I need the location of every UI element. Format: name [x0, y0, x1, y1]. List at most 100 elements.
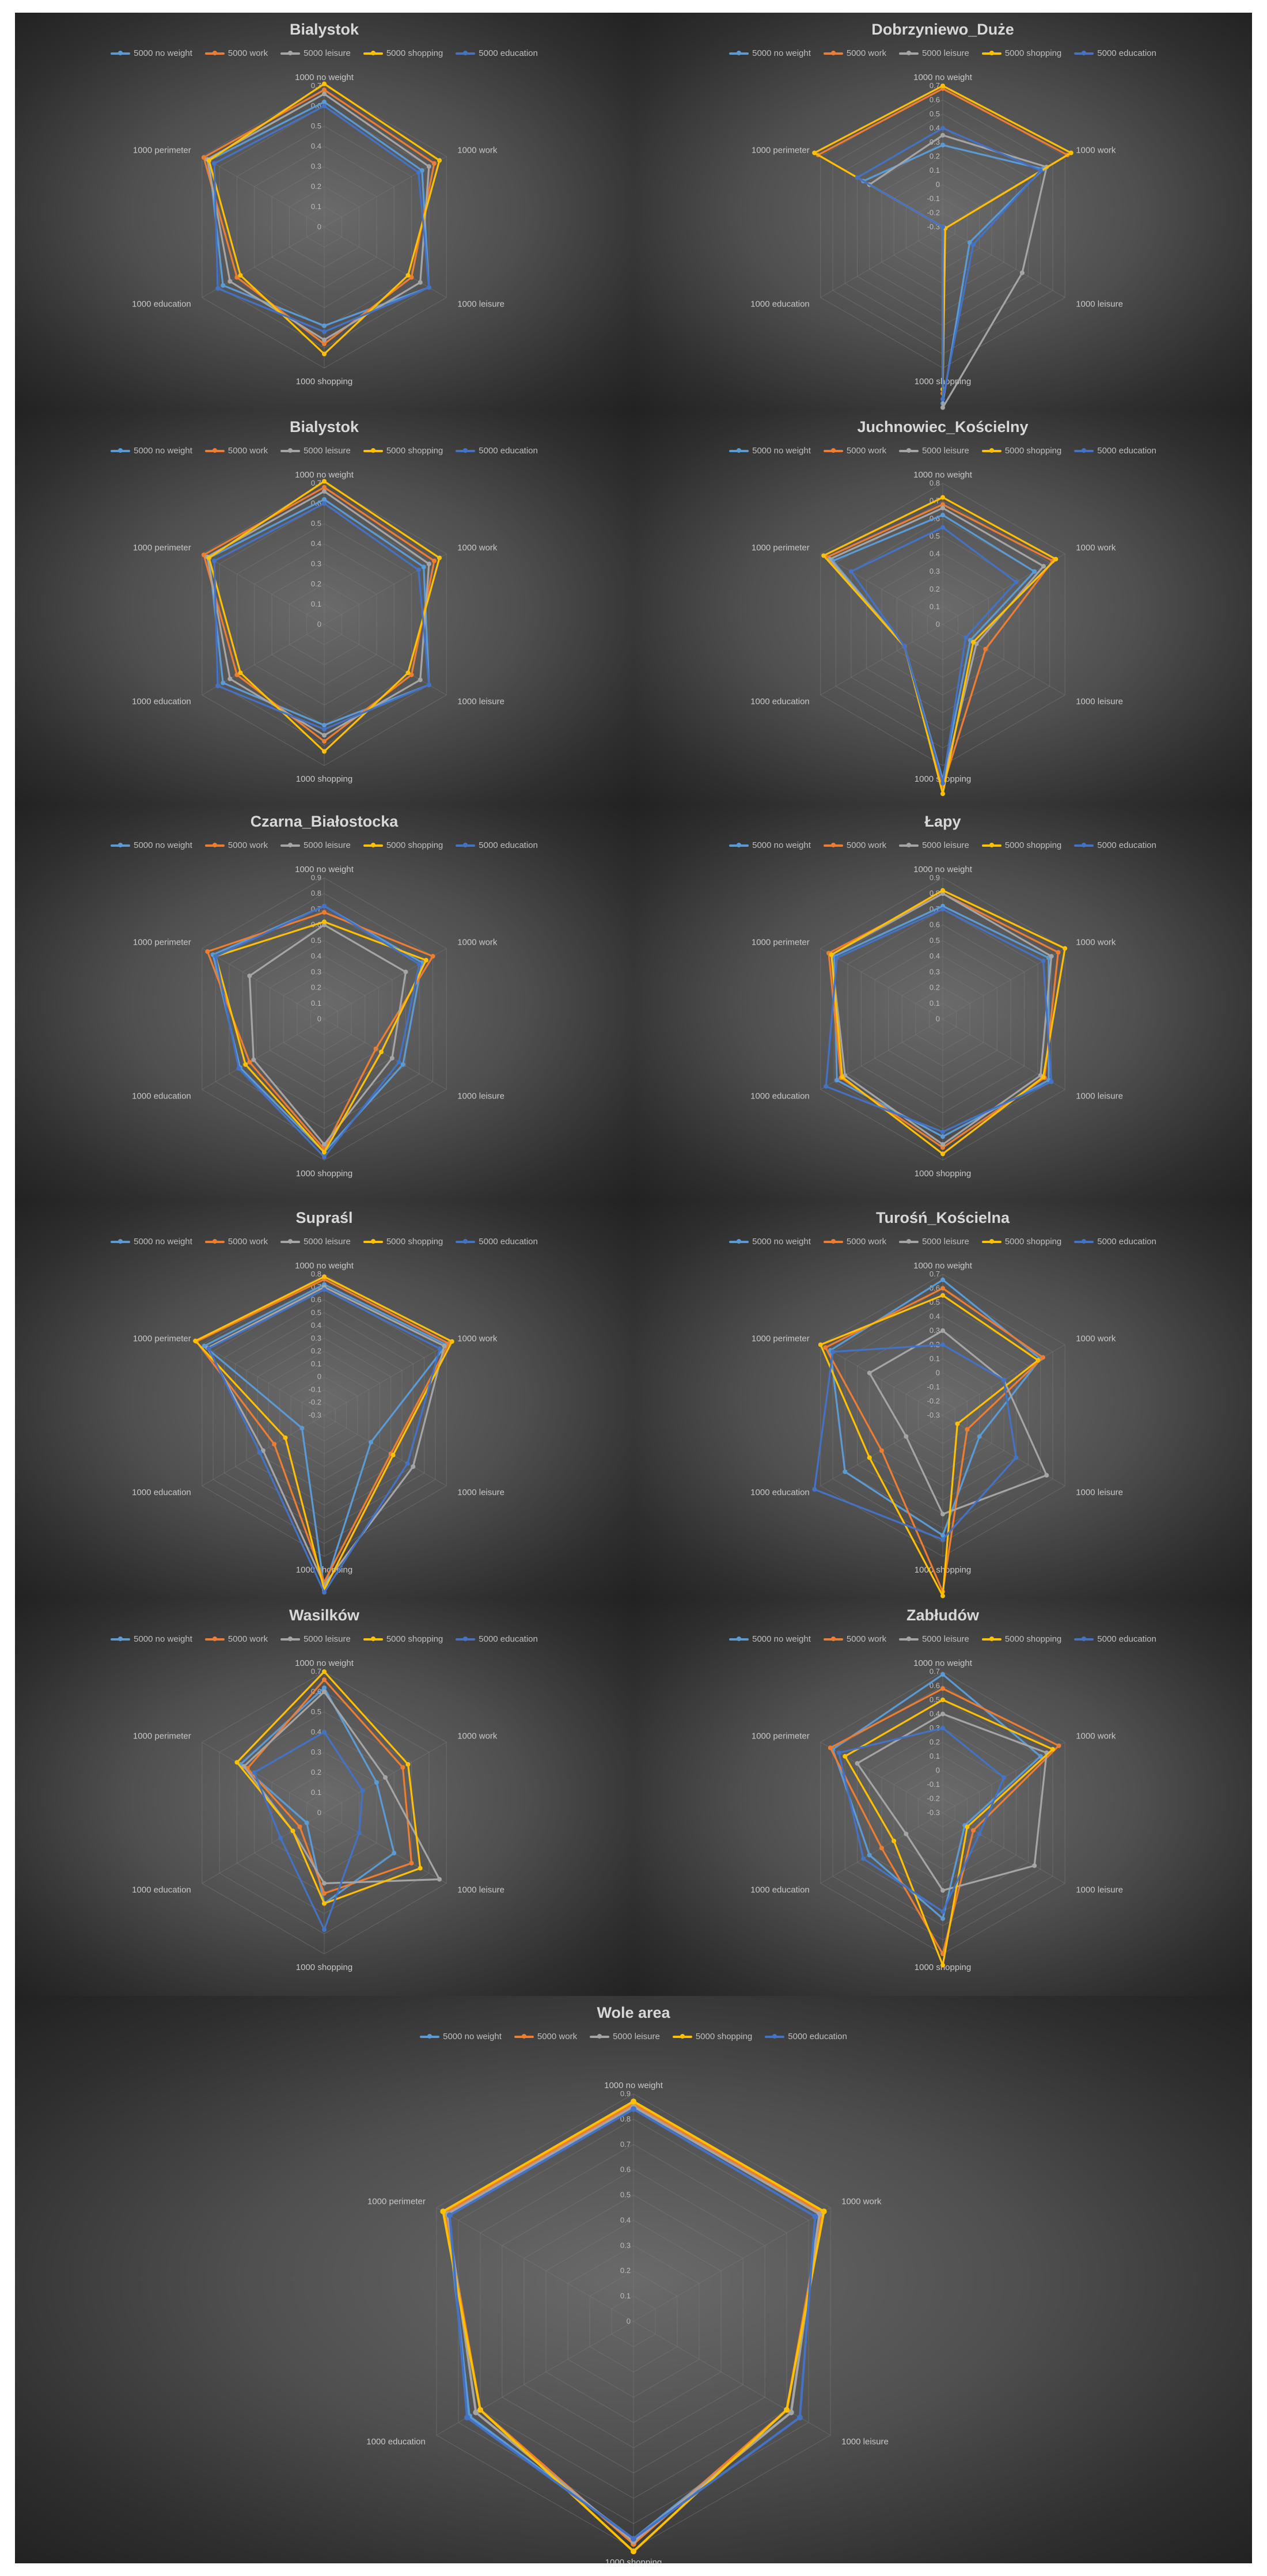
- data-point: [796, 2414, 803, 2420]
- data-point: [840, 1074, 845, 1079]
- legend-item: 5000 shopping: [981, 446, 1061, 456]
- tick-label: 0.4: [311, 1728, 321, 1736]
- data-point: [241, 1764, 246, 1769]
- tick-label: 0.2: [930, 152, 940, 161]
- data-point: [283, 1435, 288, 1440]
- data-point: [940, 502, 945, 507]
- data-point: [322, 1901, 327, 1906]
- tick-label: -0.1: [927, 194, 940, 203]
- axis-label: 1000 leisure: [457, 1092, 504, 1101]
- data-point: [1035, 1358, 1041, 1363]
- axis-label: 1000 leisure: [841, 2437, 889, 2447]
- axis-label: 1000 work: [457, 938, 498, 948]
- axis-spoke: [324, 554, 447, 625]
- legend-swatch-icon: [111, 50, 131, 55]
- legend-item: 5000 shopping: [672, 2032, 752, 2041]
- axis-spoke: [324, 1415, 447, 1486]
- data-point: [940, 396, 945, 401]
- tick-label: 0.3: [311, 559, 321, 568]
- data-point: [409, 672, 414, 677]
- legend-swatch-icon: [420, 2033, 440, 2039]
- data-point: [322, 1730, 327, 1734]
- radar-chart-panel: Dobrzyniewo_Duże 5000 no weight 5000 work 5…: [634, 13, 1252, 410]
- chart-title: Bialystok: [289, 418, 359, 435]
- data-point: [379, 1050, 384, 1055]
- tick-label: 0.1: [311, 1788, 321, 1797]
- axis-label: 1000 work: [1076, 1334, 1116, 1344]
- legend-label: 5000 education: [1097, 1634, 1156, 1644]
- legend-label: 5000 work: [846, 1237, 887, 1247]
- tick-label: 0: [627, 2317, 631, 2325]
- data-point: [374, 1780, 379, 1785]
- data-point: [1041, 563, 1046, 569]
- legend-item: 5000 work: [204, 1634, 268, 1644]
- chart-legend: 5000 no weight 5000 work 5000 leisure 5000 …: [634, 1237, 1252, 1247]
- data-point: [855, 1761, 860, 1766]
- legend-label: 5000 education: [479, 48, 538, 58]
- legend-item: 5000 no weight: [111, 1237, 192, 1247]
- tick-label: 0.3: [620, 2241, 631, 2249]
- tick-label: 0.1: [311, 600, 321, 608]
- axis-label: 1000 perimeter: [752, 938, 810, 948]
- data-point: [940, 1593, 945, 1598]
- legend-label: 5000 leisure: [922, 840, 969, 850]
- tick-label: 0.5: [311, 122, 321, 130]
- data-point: [963, 635, 968, 640]
- data-point: [821, 2208, 827, 2215]
- tick-label: 0.3: [311, 967, 321, 976]
- data-point: [940, 142, 945, 147]
- legend-swatch-icon: [363, 1636, 383, 1641]
- tick-label: -0.1: [927, 1382, 940, 1391]
- legend-label: 5000 shopping: [1004, 1237, 1062, 1247]
- data-point: [272, 1442, 277, 1447]
- legend-swatch-icon: [981, 842, 1002, 847]
- legend-label: 5000 leisure: [922, 48, 969, 58]
- data-point: [940, 513, 945, 518]
- data-point: [238, 670, 243, 675]
- series-line-5000-education: [213, 502, 430, 730]
- legend-swatch-icon: [1074, 50, 1094, 55]
- axis-label: 1000 work: [457, 1334, 498, 1344]
- axis-label: 1000 education: [132, 300, 191, 309]
- legend-item: 5000 work: [823, 446, 887, 456]
- data-point: [247, 973, 252, 979]
- tick-label: 0.1: [311, 1359, 321, 1368]
- legend-label: 5000 work: [227, 446, 268, 456]
- data-point: [278, 1835, 283, 1840]
- tick-label: 0.8: [620, 2115, 631, 2123]
- legend-item: 5000 no weight: [729, 1634, 811, 1644]
- data-point: [1056, 950, 1061, 955]
- legend-label: 5000 no weight: [752, 1237, 811, 1247]
- tick-label: 0.6: [620, 2165, 631, 2174]
- data-point: [322, 485, 327, 490]
- data-point: [1002, 1775, 1007, 1780]
- tick-label: 0: [317, 620, 321, 628]
- data-point: [234, 275, 240, 280]
- data-point: [193, 1338, 198, 1343]
- data-point: [940, 1909, 945, 1914]
- tick-label: 0.4: [930, 550, 940, 558]
- legend-item: 5000 work: [204, 48, 268, 58]
- data-point: [940, 1134, 945, 1139]
- series-line-5000-work: [825, 503, 1054, 788]
- legend-item: 5000 no weight: [729, 1237, 811, 1247]
- legend-label: 5000 work: [846, 446, 887, 456]
- data-point: [322, 1685, 327, 1690]
- data-point: [940, 495, 945, 500]
- axis-label: 1000 shopping: [296, 377, 352, 387]
- tick-label: 0.5: [930, 532, 940, 540]
- radar-chart-panel: Łapy 5000 no weight 5000 work 5000 leisure 5…: [634, 805, 1252, 1201]
- tick-label: 0.1: [930, 1752, 940, 1760]
- legend-item: 5000 leisure: [899, 446, 969, 456]
- data-point: [836, 1750, 841, 1755]
- data-point: [977, 1831, 982, 1836]
- legend-label: 5000 shopping: [1004, 840, 1062, 850]
- tick-label: -0.3: [927, 222, 940, 231]
- radar-chart-panel: Turośń_Kościelna 5000 no weight 5000 work 5…: [634, 1201, 1252, 1598]
- tick-label: 0.5: [311, 936, 321, 945]
- data-point: [940, 525, 945, 530]
- tick-label: 0.4: [930, 952, 940, 960]
- chart-title: Łapy: [924, 813, 961, 830]
